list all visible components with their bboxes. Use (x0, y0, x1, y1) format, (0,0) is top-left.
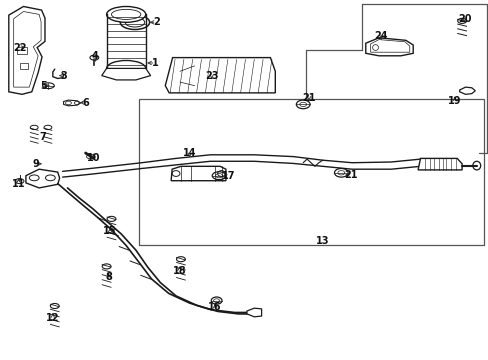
Text: 5: 5 (41, 81, 47, 91)
Bar (139, 99, 483, 245)
Text: 21: 21 (302, 93, 315, 103)
Polygon shape (9, 6, 45, 94)
Text: 3: 3 (60, 71, 67, 81)
Polygon shape (246, 308, 261, 317)
Ellipse shape (106, 6, 145, 22)
Polygon shape (459, 87, 474, 94)
Text: 16: 16 (208, 302, 222, 312)
Text: 7: 7 (40, 132, 46, 142)
Text: 22: 22 (13, 42, 26, 53)
Polygon shape (171, 166, 225, 181)
Text: 17: 17 (222, 171, 235, 181)
Text: 6: 6 (82, 98, 89, 108)
Text: 4: 4 (92, 51, 99, 61)
Text: 12: 12 (46, 312, 60, 323)
Text: 2: 2 (153, 17, 160, 27)
Text: 13: 13 (315, 236, 329, 246)
Polygon shape (102, 68, 150, 80)
Text: 1: 1 (152, 58, 159, 68)
Polygon shape (365, 38, 412, 56)
Polygon shape (165, 58, 275, 93)
Text: 11: 11 (12, 179, 25, 189)
Polygon shape (14, 12, 41, 87)
Text: 21: 21 (344, 170, 357, 180)
Text: 23: 23 (204, 71, 218, 81)
Text: 20: 20 (457, 14, 470, 24)
Text: 24: 24 (374, 31, 387, 41)
Text: 9: 9 (33, 159, 40, 169)
Polygon shape (26, 169, 60, 188)
Text: 19: 19 (447, 96, 461, 106)
Text: 18: 18 (172, 266, 186, 276)
Text: 10: 10 (87, 153, 101, 163)
Text: 8: 8 (105, 272, 112, 282)
Text: 14: 14 (183, 148, 196, 158)
Text: 15: 15 (103, 226, 117, 236)
Polygon shape (417, 158, 461, 170)
